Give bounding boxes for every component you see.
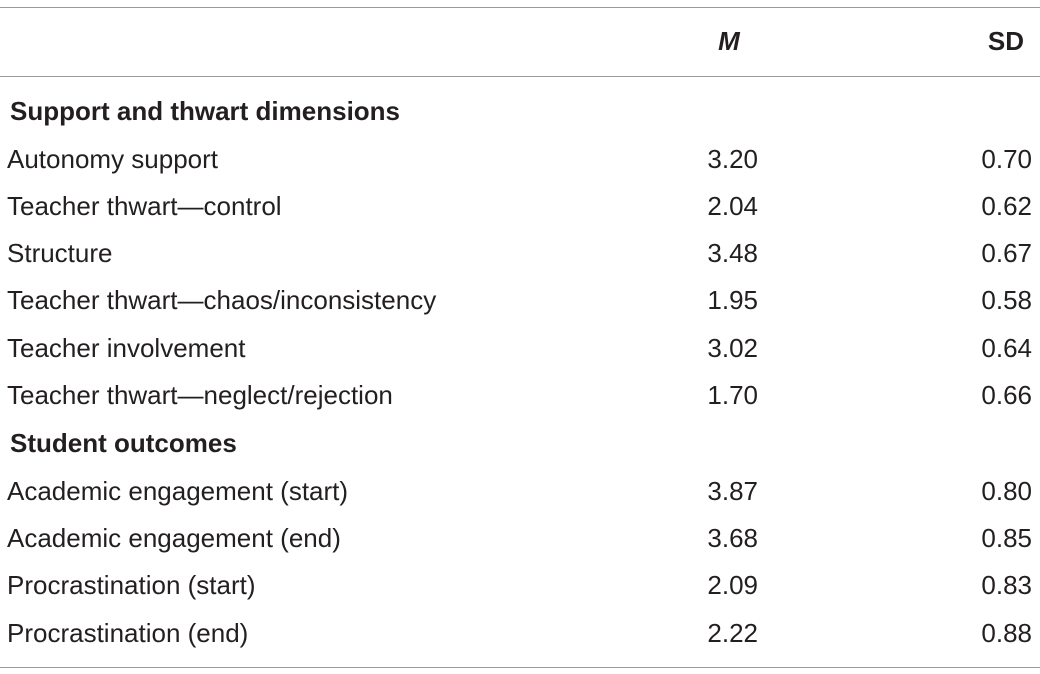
row-sd: 0.83 — [981, 570, 1032, 600]
row-mean: 3.68 — [707, 523, 758, 553]
row-label: Procrastination (start) — [7, 570, 256, 600]
row-sd: 0.88 — [981, 618, 1032, 648]
row-mean: 1.95 — [707, 285, 758, 315]
row-sd: 0.85 — [981, 523, 1032, 553]
row-mean: 2.04 — [707, 191, 758, 221]
table-bottom-rule — [0, 667, 1040, 668]
column-header-sd: SD — [987, 26, 1024, 56]
column-header-mean: M — [718, 26, 740, 56]
section-heading-support-thwart: Support and thwart dimensions — [0, 88, 1040, 135]
table-header-rule — [0, 76, 1040, 77]
section-heading-student-outcomes: Student outcomes — [0, 420, 1040, 467]
row-sd: 0.58 — [981, 285, 1032, 315]
table-row: Procrastination (start) 2.09 0.83 — [0, 562, 1040, 609]
row-mean: 3.48 — [707, 238, 758, 268]
row-label: Structure — [7, 238, 113, 268]
table-row: Teacher involvement 3.02 0.64 — [0, 325, 1040, 372]
table-row: Structure 3.48 0.67 — [0, 230, 1040, 277]
row-label: Procrastination (end) — [7, 618, 249, 648]
row-sd: 0.62 — [981, 191, 1032, 221]
row-label: Teacher thwart—neglect/rejection — [7, 380, 393, 410]
table-row: Procrastination (end) 2.22 0.88 — [0, 610, 1040, 657]
table-row: Teacher thwart—chaos/inconsistency 1.95 … — [0, 277, 1040, 324]
row-mean: 3.02 — [707, 333, 758, 363]
table-row: Teacher thwart—control 2.04 0.62 — [0, 183, 1040, 230]
row-mean: 3.20 — [707, 144, 758, 174]
row-sd: 0.67 — [981, 238, 1032, 268]
table-header-row: M SD — [0, 18, 1040, 65]
section-title: Support and thwart dimensions — [10, 96, 401, 126]
table-row: Academic engagement (end) 3.68 0.85 — [0, 515, 1040, 562]
row-mean: 3.87 — [707, 476, 758, 506]
row-mean: 2.22 — [707, 618, 758, 648]
row-label: Academic engagement (start) — [7, 476, 349, 506]
table-row: Academic engagement (start) 3.87 0.80 — [0, 468, 1040, 515]
row-label: Autonomy support — [7, 144, 219, 174]
table-row: Teacher thwart—neglect/rejection 1.70 0.… — [0, 372, 1040, 419]
row-label: Academic engagement (end) — [7, 523, 341, 553]
row-sd: 0.66 — [981, 380, 1032, 410]
section-title: Student outcomes — [10, 428, 237, 458]
row-mean: 1.70 — [707, 380, 758, 410]
table-top-rule — [0, 7, 1040, 8]
row-label: Teacher thwart—chaos/inconsistency — [7, 285, 437, 315]
row-sd: 0.70 — [981, 144, 1032, 174]
row-mean: 2.09 — [707, 570, 758, 600]
table-row: Autonomy support 3.20 0.70 — [0, 136, 1040, 183]
row-label: Teacher thwart—control — [7, 191, 282, 221]
row-sd: 0.80 — [981, 476, 1032, 506]
row-label: Teacher involvement — [7, 333, 246, 363]
row-sd: 0.64 — [981, 333, 1032, 363]
